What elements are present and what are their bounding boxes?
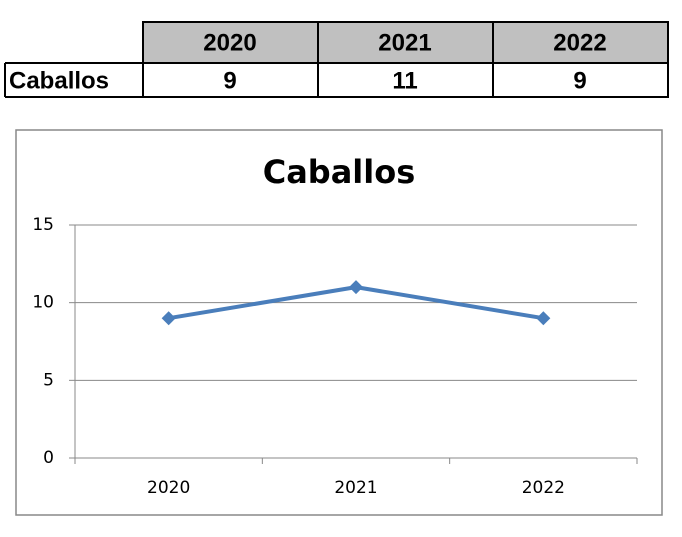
chart-frame [15,129,663,516]
chart-title: Caballos [263,153,416,191]
marker [536,311,551,326]
table-header: 2020 [203,29,256,56]
table-cell: 9 [573,67,586,94]
y-tick-label: 15 [32,215,54,235]
table-cell: 11 [392,67,417,94]
table-grid [4,21,669,98]
table-cell: 9 [223,67,236,94]
table-header: 2022 [553,29,606,56]
y-tick-label: 5 [43,370,54,390]
row-label: Caballos [9,67,109,94]
table-header: 2021 [378,29,431,56]
marker [349,280,363,295]
x-tick-label: 2021 [334,478,377,498]
header-bg [143,22,668,63]
y-tick-label: 10 [32,293,54,313]
marker [161,311,176,326]
x-tick-label: 2020 [147,478,190,498]
x-tick-label: 2022 [522,478,565,498]
y-tick-label: 0 [43,448,54,468]
